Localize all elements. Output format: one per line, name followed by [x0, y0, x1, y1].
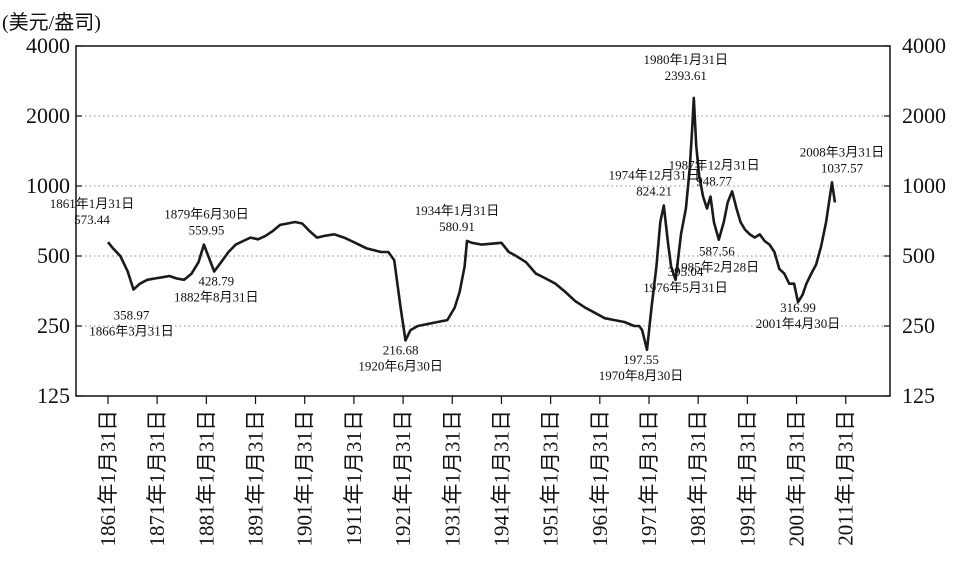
annotation-date: 1987年12月31日: [669, 157, 760, 172]
y-tick-label-left: 250: [37, 313, 70, 338]
price-series-line: [106, 96, 837, 352]
annotation-date: 1882年8月31日: [174, 290, 259, 305]
x-tick-label: 1871年1月31日: [145, 410, 169, 547]
x-tick-label: 1991年1月31日: [735, 410, 759, 547]
annotation-date: 1920年6月30日: [358, 358, 443, 373]
annotation-value: 824.21: [636, 184, 672, 199]
y-tick-label-left: 1000: [26, 173, 70, 198]
annotation-value: 216.68: [383, 342, 419, 357]
y-tick-label-left: 2000: [26, 103, 70, 128]
y-tick-label-left: 500: [37, 243, 70, 268]
annotation-value: 197.55: [623, 352, 659, 367]
y-tick-label-right: 4000: [902, 33, 946, 58]
annotation-date: 1985年2月28日: [675, 260, 760, 275]
annotation-value: 2393.61: [665, 68, 707, 83]
y-tick-label-right: 2000: [902, 103, 946, 128]
y-tick-label-right: 250: [902, 313, 935, 338]
annotation-date: 1980年1月31日: [643, 52, 728, 67]
annotation-date: 1861年1月31日: [50, 196, 135, 211]
y-axis-unit-label: (美元/盎司): [2, 12, 101, 34]
annotation-value: 573.44: [74, 212, 110, 227]
annotation-value: 580.91: [439, 219, 475, 234]
y-tick-layer: 125 125 250 250 500 500 1000 1000 2000 2000 4000 40…: [26, 33, 946, 408]
annotation-date: 1974年12月31日: [609, 168, 700, 183]
grid-layer: [76, 115, 890, 327]
annotation-value: 316.99: [780, 300, 816, 315]
annotation-value: 587.56: [699, 244, 735, 259]
x-tick-label: 2011年1月31日: [834, 410, 858, 546]
annotation-date: 2001年4月30日: [756, 316, 841, 331]
x-tick-label: 2001年1月31日: [785, 410, 809, 547]
x-tick-label: 1881年1月31日: [194, 410, 218, 547]
x-tick-label: 1941年1月31日: [489, 410, 513, 547]
y-tick-label-right: 125: [902, 383, 935, 408]
x-tick-label: 1931年1月31日: [440, 410, 464, 547]
x-tick-label: 1891年1月31日: [244, 410, 268, 547]
x-tick-label: 1911年1月31日: [342, 410, 366, 546]
annotation-date: 1970年8月30日: [599, 368, 684, 383]
x-tick-label: 1901年1月31日: [293, 410, 317, 547]
y-tick-label-right: 1000: [902, 173, 946, 198]
x-tick-label: 1981年1月31日: [686, 410, 710, 547]
annotation-date: 1934年1月31日: [415, 203, 500, 218]
annotation-value: 559.95: [189, 223, 225, 238]
plot-frame: [75, 45, 891, 397]
y-tick-label-left: 4000: [26, 33, 70, 58]
x-tick-label: 1951年1月31日: [539, 410, 563, 547]
annotation-date: 1976年5月31日: [643, 280, 728, 295]
x-tick-layer: 1861年1月31日 1871年1月31日 1881年1月31日 1891年1月31日…: [96, 396, 858, 547]
annotation-value: 428.79: [198, 274, 234, 289]
annotation-value: 948.77: [696, 173, 732, 188]
x-tick-label: 1961年1月31日: [588, 410, 612, 547]
annotation-date: 1866年3月31日: [89, 323, 174, 338]
y-tick-label-right: 500: [902, 243, 935, 268]
annotation-value: 358.97: [114, 307, 150, 322]
y-tick-label-left: 125: [37, 383, 70, 408]
annotation-value: 395.04: [668, 264, 704, 279]
annotation-date: 1879年6月30日: [164, 207, 249, 222]
annotation-date: 2008年3月31日: [800, 144, 885, 159]
x-tick-label: 1861年1月31日: [96, 410, 120, 547]
x-tick-label: 1921年1月31日: [391, 410, 415, 547]
x-tick-label: 1971年1月31日: [637, 410, 661, 547]
annotation-value: 1037.57: [821, 160, 864, 175]
